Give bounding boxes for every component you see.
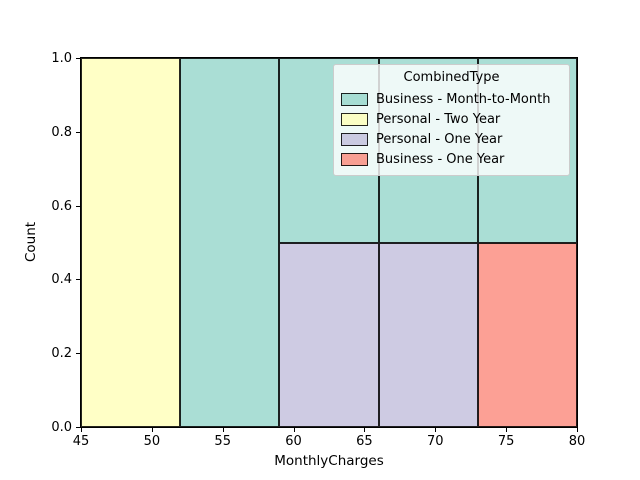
x-tick (222, 428, 224, 432)
bar-segment (279, 242, 379, 427)
y-tick-label: 0.4 (51, 272, 72, 288)
x-tick (577, 428, 578, 432)
legend-item: Business - Month-to-Month (341, 89, 562, 109)
x-tick-label: 75 (497, 434, 515, 449)
y-tick (76, 279, 80, 281)
x-tick (364, 428, 366, 432)
x-tick-label: 80 (568, 434, 586, 449)
legend-item-label: Personal - Two Year (376, 111, 501, 127)
x-tick (81, 428, 82, 432)
x-tick-label: 45 (72, 434, 90, 449)
x-tick (506, 428, 508, 432)
y-tick (76, 58, 80, 59)
y-axis-label: Count (23, 221, 39, 263)
legend-item-label: Business - One Year (376, 151, 505, 167)
x-axis-label: MonthlyCharges (274, 453, 384, 469)
bar-segment (81, 58, 181, 427)
bar-segment (378, 242, 478, 427)
y-tick (76, 205, 80, 207)
y-tick (76, 131, 80, 133)
x-tick-label: 70 (427, 434, 444, 449)
legend-item-label: Business - Month-to-Month (376, 91, 551, 107)
legend-item: Personal - Two Year (341, 109, 562, 129)
x-tick-label: 50 (143, 434, 161, 449)
x-tick-label: 65 (356, 434, 373, 449)
y-tick-label: 0.6 (51, 198, 72, 214)
legend-swatch-icon (341, 92, 368, 106)
legend-swatch-icon (341, 132, 368, 146)
legend-item-label: Personal - One Year (376, 131, 503, 147)
y-tick (76, 427, 80, 428)
bar-segment (180, 58, 280, 427)
legend-item: Personal - One Year (341, 129, 562, 149)
x-tick (293, 428, 295, 432)
legend-swatch-icon (341, 112, 368, 126)
legend-items: Business - Month-to-Month Personal - Two … (341, 89, 562, 169)
legend-item: Business - One Year (341, 149, 562, 169)
legend-title: CombinedType (403, 70, 500, 85)
plot-area: CombinedType Business - Month-to-Month Pe… (80, 57, 578, 428)
y-tick-label: 0.2 (51, 346, 72, 362)
y-tick (76, 353, 80, 355)
y-tick-label: 0.0 (51, 420, 72, 435)
legend: CombinedType Business - Month-to-Month Pe… (333, 64, 570, 176)
bar-segment (477, 242, 577, 427)
y-tick-label: 1.0 (51, 51, 72, 66)
x-tick (151, 428, 153, 432)
x-tick-label: 60 (285, 434, 302, 449)
y-tick-label: 0.8 (51, 124, 72, 140)
legend-swatch-icon (341, 152, 368, 166)
x-tick-label: 55 (214, 434, 231, 449)
x-tick (435, 428, 437, 432)
